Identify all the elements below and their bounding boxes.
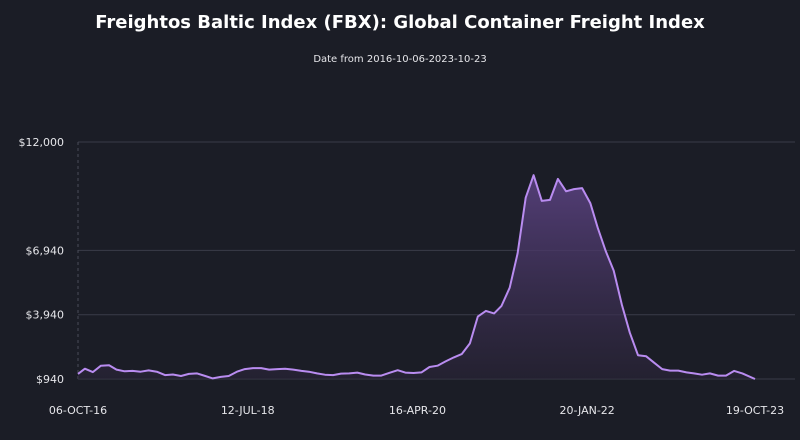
x-tick-label: 16-APR-20 — [389, 404, 446, 417]
y-tick-label: $6,940 — [26, 244, 65, 257]
x-tick-label: 06-OCT-16 — [49, 404, 107, 417]
axis-layer: $940 $3,940 $6,940 $12,000 06-OCT-16 12-JUL-1… — [19, 136, 785, 417]
y-tick-label: $3,940 — [26, 309, 65, 322]
y-tick-label: $940 — [36, 373, 64, 386]
chart-title: Freightos Baltic Index (FBX): Global Con… — [95, 12, 705, 33]
area-layer — [77, 174, 756, 380]
x-tick-label: 20-JAN-22 — [559, 404, 614, 417]
x-tick-label: 19-OCT-23 — [726, 404, 784, 417]
y-tick-label: $12,000 — [19, 136, 65, 149]
x-tick-label: 12-JUL-18 — [221, 404, 275, 417]
series-area — [78, 175, 755, 379]
grid-layer — [77, 141, 795, 380]
chart-subtitle: Date from 2016-10-06-2023-10-23 — [313, 54, 487, 65]
series-line — [77, 174, 756, 380]
